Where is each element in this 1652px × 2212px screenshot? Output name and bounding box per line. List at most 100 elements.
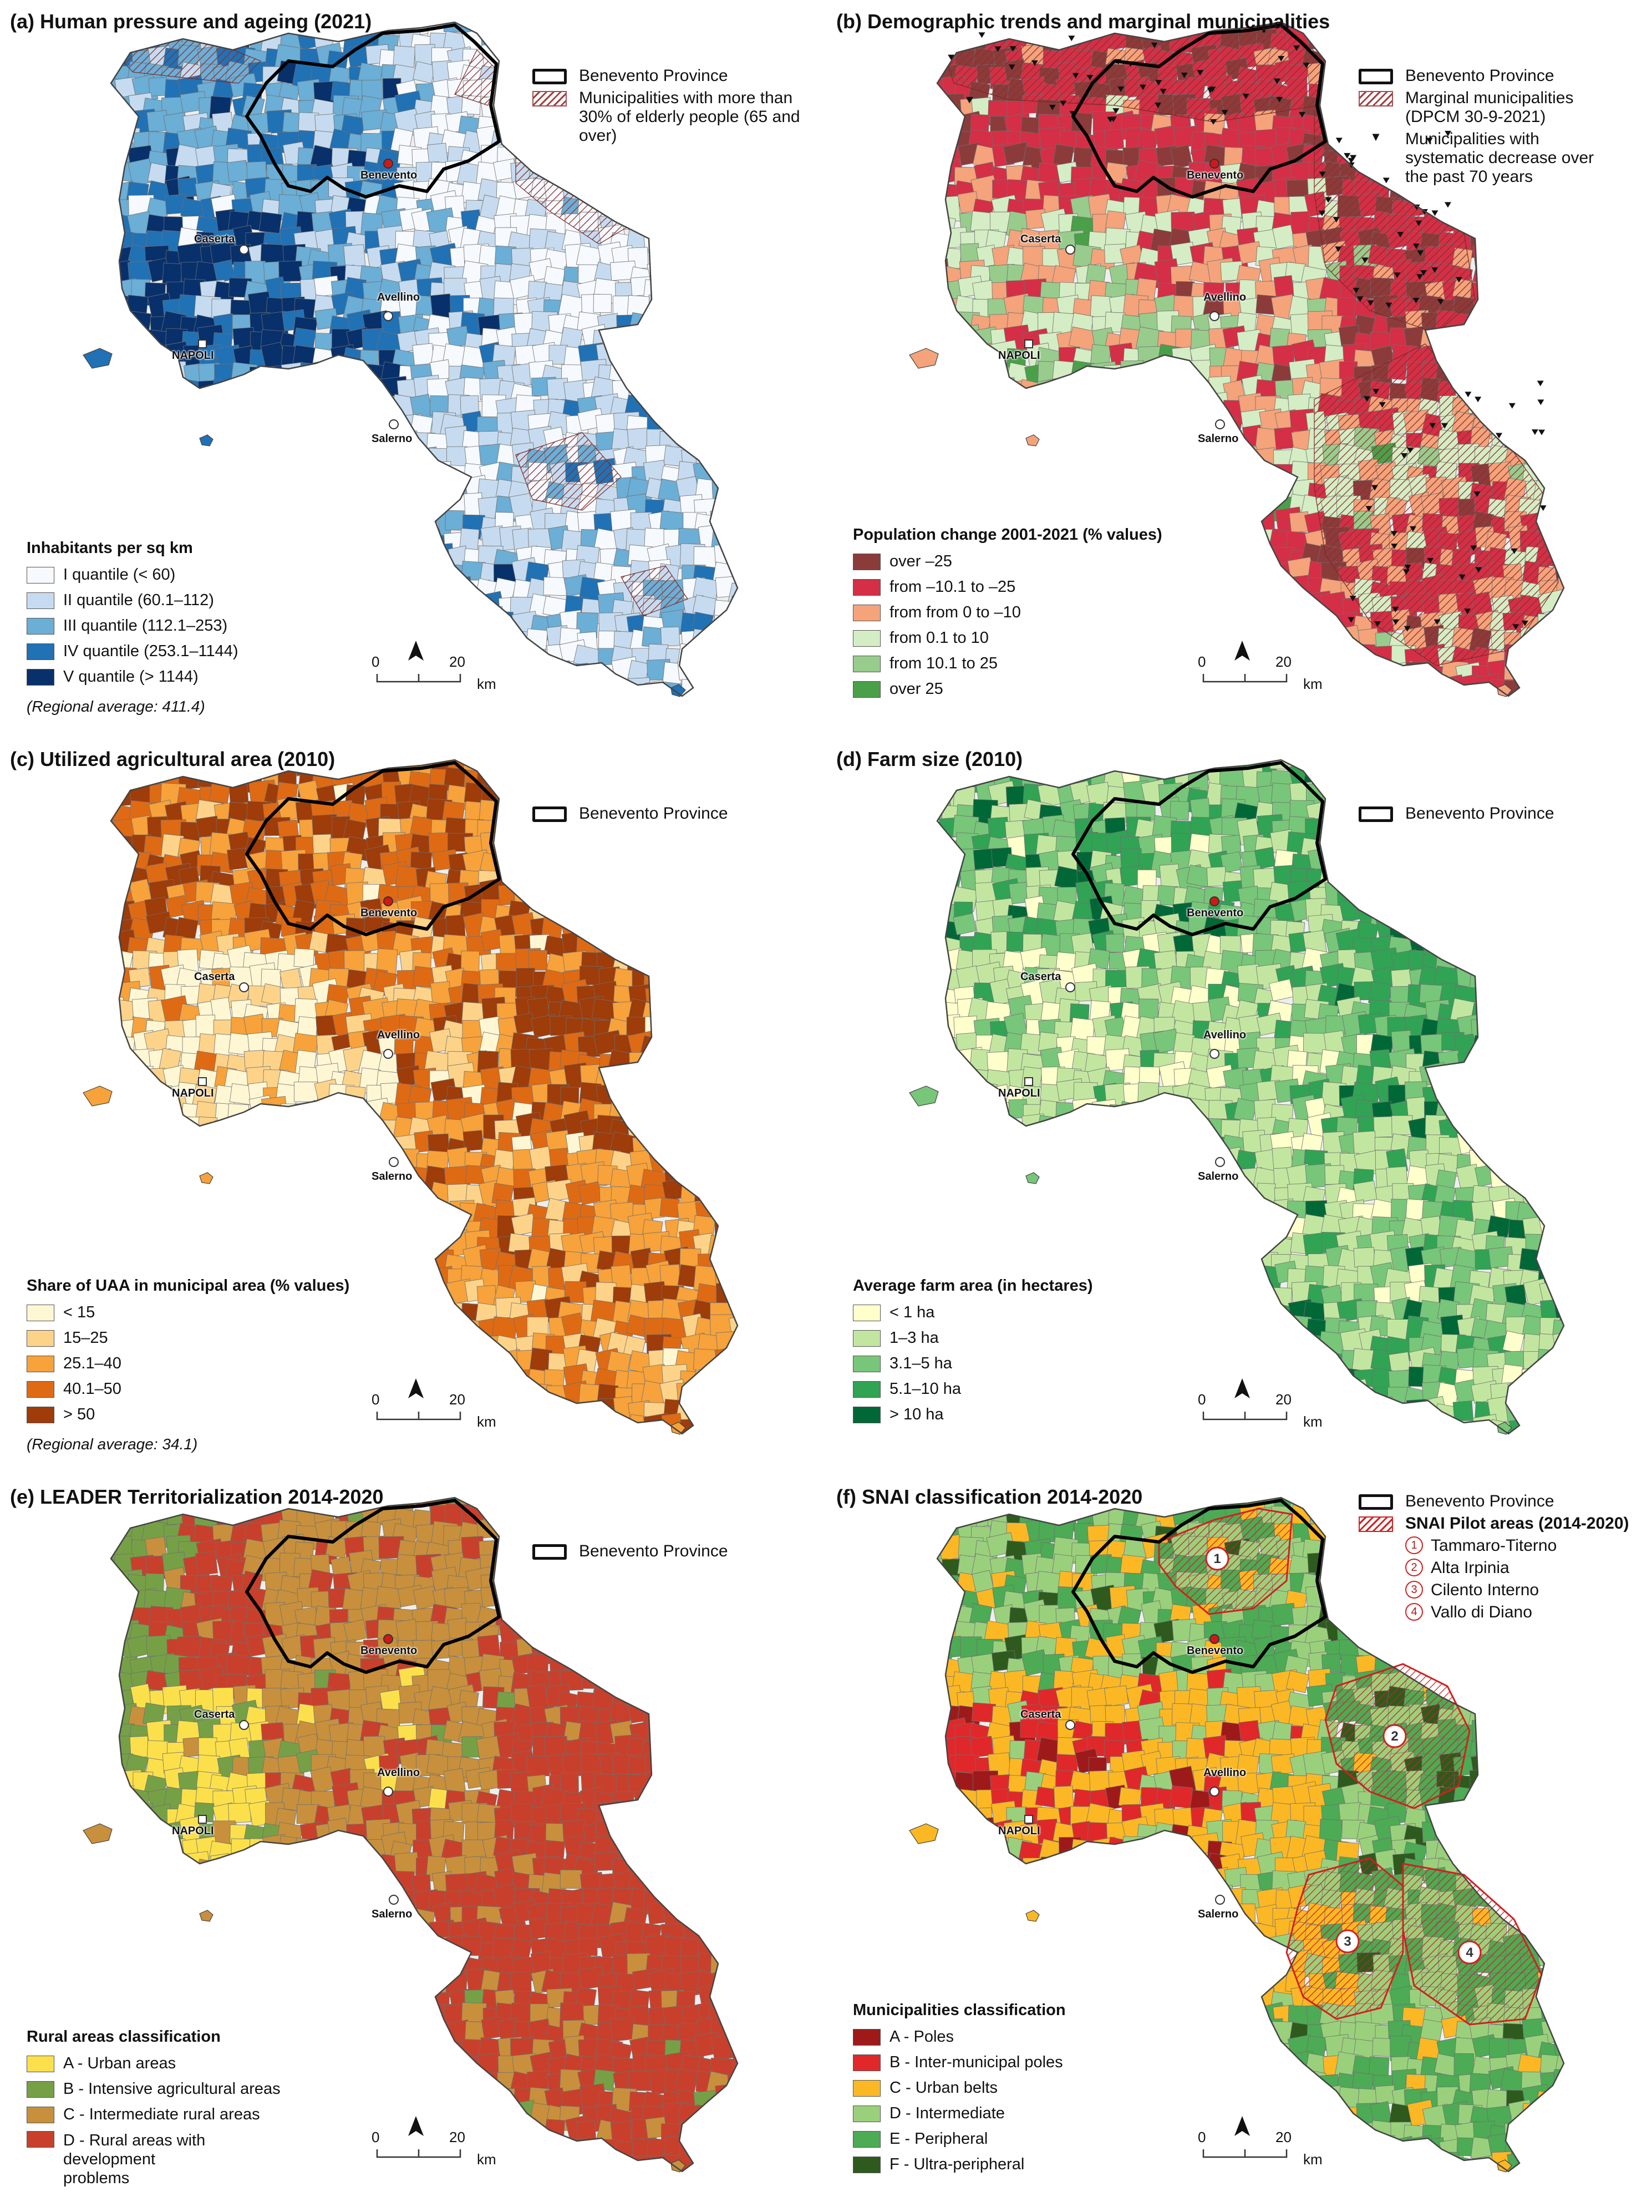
city-label-benevento: Benevento bbox=[1187, 1645, 1244, 1657]
scale-bar bbox=[376, 1412, 461, 1420]
city-label-benevento: Benevento bbox=[360, 1645, 418, 1657]
scale-label: 20 bbox=[1275, 653, 1292, 670]
city-label-benevento: Benevento bbox=[1187, 169, 1244, 181]
benevento-province-boundary bbox=[1071, 761, 1327, 936]
legend-swatch bbox=[27, 2106, 54, 2123]
benevento-province-boundary bbox=[245, 1499, 501, 1674]
city-label-benevento: Benevento bbox=[360, 169, 418, 181]
panel-title: (a) Human pressure and ageing (2021) bbox=[10, 10, 372, 33]
pilot-number-icon: 2 bbox=[1405, 1559, 1423, 1576]
scale-bar bbox=[1202, 2149, 1288, 2158]
legend-item: D - Intermediate bbox=[853, 2104, 1005, 2123]
panel-f: 1 2 3 4 (f) SNAI classification 2014-2020 Ben… bbox=[826, 1475, 1652, 2212]
legend-swatch bbox=[853, 1330, 881, 1347]
hatch-label: Municipalities with more than 30% of eld… bbox=[579, 89, 800, 145]
overlay-legend: Benevento Province Municipalities with mo… bbox=[532, 67, 812, 149]
scale-label: 0 bbox=[372, 653, 380, 670]
overlay-legend: Benevento Province bbox=[532, 1542, 728, 1564]
province-swatch bbox=[1359, 1494, 1393, 1510]
legend-swatch bbox=[27, 1355, 54, 1372]
legend-item: < 1 ha bbox=[853, 1303, 934, 1322]
city-label-salerno: Salerno bbox=[372, 1908, 413, 1920]
city-label-caserta: Caserta bbox=[194, 971, 235, 983]
city-label-caserta: Caserta bbox=[194, 233, 235, 245]
legend-label: A - Poles bbox=[889, 2028, 954, 2046]
legend-item: D - Rural areas with development problem… bbox=[27, 2131, 224, 2188]
north-arrow-icon bbox=[408, 1378, 424, 1398]
hatch-sublabel: (DPCM 30-9-2021) bbox=[1405, 108, 1546, 126]
legend-swatch bbox=[27, 566, 54, 584]
legend-title: Rural areas classification bbox=[27, 2028, 221, 2046]
province-label: Benevento Province bbox=[1405, 804, 1554, 823]
legend-item: 15–25 bbox=[27, 1329, 108, 1347]
scale-label: km bbox=[477, 2151, 496, 2168]
legend-item: B - Inter-municipal poles bbox=[853, 2053, 1063, 2072]
legend-swatch bbox=[27, 643, 54, 660]
province-swatch bbox=[532, 69, 567, 84]
panel-c: (c) Utilized agricultural area (2010) Ben… bbox=[0, 738, 826, 1474]
legend-label: > 10 ha bbox=[889, 1406, 944, 1423]
legend-label: from 0.1 to 10 bbox=[889, 629, 989, 647]
legend-swatch bbox=[853, 655, 881, 672]
legend-label: 15–25 bbox=[63, 1329, 108, 1347]
scale-label: 20 bbox=[1275, 1391, 1292, 1408]
decrease-label: Municipalities with systematic decrease … bbox=[1405, 130, 1594, 186]
legend-swatch bbox=[853, 553, 881, 570]
legend-label: D - Intermediate bbox=[889, 2104, 1005, 2122]
legend-label: from from 0 to –10 bbox=[889, 603, 1021, 621]
legend-label: over 25 bbox=[889, 680, 943, 698]
legend-item: IV quantile (253.1–1144) bbox=[27, 642, 238, 661]
pilot-marker-4: 4 bbox=[1466, 1945, 1473, 1960]
pilot-number-icon: 3 bbox=[1405, 1581, 1423, 1599]
province-label: Benevento Province bbox=[1405, 1492, 1554, 1510]
legend-swatch bbox=[27, 1406, 54, 1423]
legend-swatch bbox=[27, 1304, 54, 1321]
city-label-salerno: Salerno bbox=[372, 433, 413, 445]
province-swatch bbox=[532, 806, 567, 822]
regional-average-note: (Regional average: 411.4) bbox=[27, 698, 205, 715]
legend-item: B - Intensive agricultural areas bbox=[27, 2080, 281, 2098]
city-label-napoli: NAPOLI bbox=[998, 1825, 1040, 1837]
legend-item: 40.1–50 bbox=[27, 1380, 121, 1398]
scale-label: km bbox=[477, 1413, 496, 1430]
pilot-name: Tammaro-Titerno bbox=[1431, 1536, 1557, 1555]
legend-item: > 10 ha bbox=[853, 1406, 944, 1424]
legend-swatch bbox=[853, 2105, 881, 2122]
benevento-province-boundary bbox=[1071, 23, 1327, 199]
legend-title: Average farm area (in hectares) bbox=[853, 1277, 1093, 1295]
legend-swatch bbox=[853, 681, 881, 698]
scale-label: km bbox=[1303, 676, 1323, 692]
legend-item: III quantile (112.1–253) bbox=[27, 617, 227, 635]
legend-item: V quantile (> 1144) bbox=[27, 668, 199, 686]
legend-label: F - Ultra-peripheral bbox=[889, 2155, 1025, 2173]
pilot-name: Alta Irpinia bbox=[1431, 1559, 1509, 1577]
legend-label: from –10.1 to –25 bbox=[889, 578, 1016, 596]
panel-title: (d) Farm size (2010) bbox=[836, 748, 1023, 770]
legend-swatch bbox=[853, 1304, 881, 1321]
city-label-avellino: Avellino bbox=[1203, 1029, 1247, 1041]
city-label-napoli: NAPOLI bbox=[172, 1087, 214, 1099]
scale-bar bbox=[376, 2149, 461, 2158]
legend-label: IV quantile (253.1–1144) bbox=[63, 642, 238, 660]
legend-item: 25.1–40 bbox=[27, 1354, 121, 1373]
city-label-salerno: Salerno bbox=[1198, 1908, 1239, 1920]
legend-item: from 0.1 to 10 bbox=[853, 629, 989, 647]
scale-label: 0 bbox=[1198, 653, 1206, 670]
legend-label: III quantile (112.1–253) bbox=[63, 617, 228, 635]
legend-item: C - Intermediate rural areas bbox=[27, 2106, 260, 2124]
municipalities-d bbox=[937, 760, 1564, 1434]
legend-label: 3.1–5 ha bbox=[889, 1354, 952, 1372]
legend-swatch bbox=[27, 1381, 54, 1398]
city-label-napoli: NAPOLI bbox=[998, 349, 1040, 362]
scale-label: km bbox=[1303, 1413, 1323, 1430]
legend-swatch bbox=[27, 2081, 54, 2098]
legend-title: Municipalities classification bbox=[853, 2001, 1066, 2019]
scale-label: km bbox=[477, 676, 496, 692]
map-f: 1 2 3 4 bbox=[909, 1496, 1565, 2173]
scale-label: km bbox=[1303, 2151, 1323, 2168]
pilot-name: Cilento Interno bbox=[1431, 1581, 1539, 1599]
legend-title: Population change 2001-2021 (% values) bbox=[853, 526, 1162, 544]
legend-swatch bbox=[853, 579, 881, 596]
municipalities-c bbox=[111, 760, 738, 1434]
legend-label: D - Rural areas with development problem… bbox=[63, 2132, 206, 2187]
